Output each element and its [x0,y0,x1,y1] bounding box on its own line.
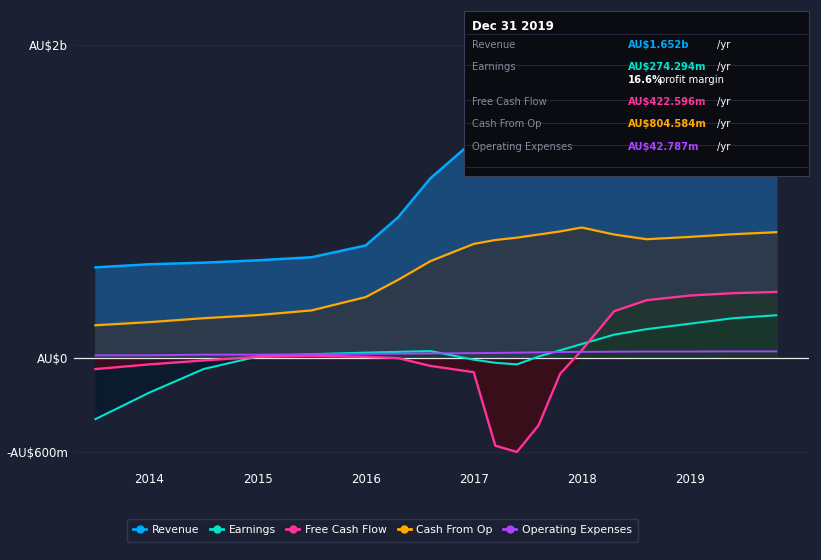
Text: AU$274.294m: AU$274.294m [628,62,707,72]
Text: Earnings: Earnings [472,62,516,72]
Text: AU$804.584m: AU$804.584m [628,119,707,129]
Text: profit margin: profit margin [659,74,724,85]
Text: Free Cash Flow: Free Cash Flow [472,97,547,107]
Text: /yr: /yr [717,142,730,152]
Text: Operating Expenses: Operating Expenses [472,142,572,152]
Legend: Revenue, Earnings, Free Cash Flow, Cash From Op, Operating Expenses: Revenue, Earnings, Free Cash Flow, Cash … [126,519,638,542]
Text: /yr: /yr [717,62,730,72]
Text: 16.6%: 16.6% [628,74,663,85]
Text: AU$1.652b: AU$1.652b [628,40,690,50]
Text: Dec 31 2019: Dec 31 2019 [472,20,554,34]
Text: /yr: /yr [717,97,730,107]
Text: Cash From Op: Cash From Op [472,119,542,129]
Text: AU$42.787m: AU$42.787m [628,142,699,152]
Text: /yr: /yr [717,40,730,50]
Text: /yr: /yr [717,119,730,129]
Text: AU$422.596m: AU$422.596m [628,97,707,107]
Text: Revenue: Revenue [472,40,516,50]
